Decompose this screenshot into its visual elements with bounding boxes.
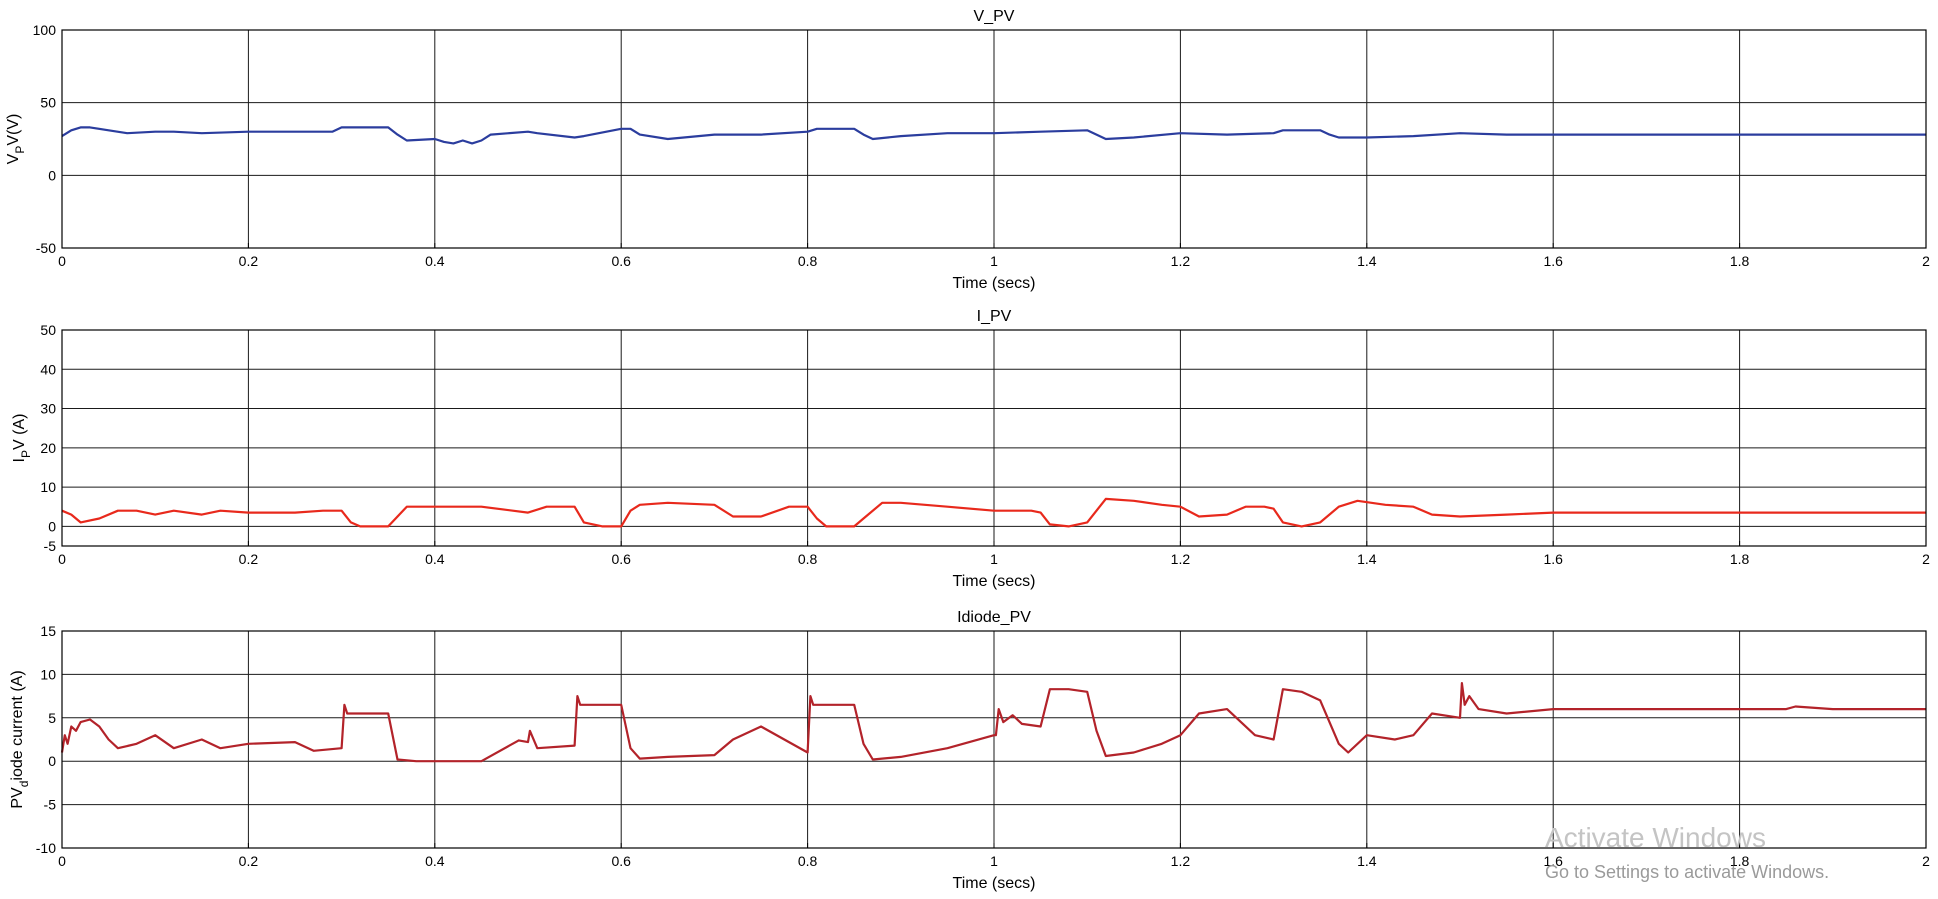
- y-tick-label: -10: [36, 840, 56, 856]
- y-tick-label: 20: [40, 440, 56, 456]
- x-tick-label: 0.8: [798, 253, 818, 269]
- x-tick-label: 0.4: [425, 253, 445, 269]
- y-tick-label: 30: [40, 401, 56, 417]
- x-tick-label: 1.2: [1171, 551, 1191, 567]
- x-tick-label: 1.2: [1171, 853, 1191, 869]
- y-tick-label: 40: [40, 361, 56, 377]
- x-tick-label: 0.6: [611, 551, 631, 567]
- y-tick-label: -5: [44, 797, 57, 813]
- x-tick-label: 1.8: [1730, 253, 1750, 269]
- x-axis-label: Time (secs): [953, 875, 1036, 892]
- activate-windows-title: Activate Windows: [1545, 822, 1766, 853]
- x-tick-label: 1.6: [1543, 551, 1563, 567]
- x-tick-label: 0.2: [239, 551, 259, 567]
- x-tick-label: 1.2: [1171, 253, 1191, 269]
- y-axis-label: VPV(V): [5, 114, 27, 165]
- x-axis-label: Time (secs): [953, 573, 1036, 590]
- y-axis-label: IPV (A): [11, 414, 33, 463]
- y-tick-label: 10: [40, 479, 56, 495]
- x-tick-label: 1.4: [1357, 551, 1377, 567]
- x-tick-label: 1: [990, 253, 998, 269]
- x-tick-label: 0.8: [798, 853, 818, 869]
- x-tick-label: 0: [58, 853, 66, 869]
- x-tick-label: 0.4: [425, 853, 445, 869]
- x-tick-label: 0.2: [239, 253, 259, 269]
- y-tick-label: 50: [40, 95, 56, 111]
- y-tick-label: 0: [48, 753, 56, 769]
- series-line: [61, 126, 1926, 145]
- x-tick-label: 1.4: [1357, 853, 1377, 869]
- y-axis-label: PVdiode current (A): [9, 670, 31, 808]
- x-tick-label: 1: [990, 853, 998, 869]
- chart-panel-1: 0 0.2 0.4 0.6 0.8 1 1.2 1.4 1.6 1.8 2-50050100V_PV…: [5, 8, 1930, 292]
- y-tick-label: 0: [48, 167, 56, 183]
- x-tick-label: 0.8: [798, 551, 818, 567]
- x-tick-label: 1.8: [1730, 853, 1750, 869]
- y-tick-label: 0: [48, 518, 56, 534]
- x-axis-label: Time (secs): [953, 275, 1036, 292]
- x-tick-label: 1.6: [1543, 853, 1563, 869]
- x-tick-label: 0: [58, 253, 66, 269]
- x-tick-label: 0.6: [611, 253, 631, 269]
- x-tick-label: 0.6: [611, 853, 631, 869]
- series-line: [61, 497, 1926, 528]
- x-tick-label: 0.2: [239, 853, 259, 869]
- chart-panel-3: 0 0.2 0.4 0.6 0.8 1 1.2 1.4 1.6 1.8 2 -10 -5 0 5 10 15 Id…: [9, 609, 1930, 892]
- y-tick-label: 15: [40, 623, 56, 639]
- x-tick-label: 0: [58, 551, 66, 567]
- x-tick-label: 0.4: [425, 551, 445, 567]
- chart-panel-2: 0 0.2 0.4 0.6 0.8 1 1.2 1.4 1.6 1.8 201020304050-5…: [11, 308, 1930, 590]
- x-tick-label: 1.6: [1543, 253, 1563, 269]
- chart-title: Idiode_PV: [957, 609, 1031, 626]
- series-line: [60, 682, 1926, 763]
- x-tick-label: 2: [1922, 853, 1930, 869]
- y-tick-label: 5: [48, 710, 56, 726]
- y-tick-label: 100: [33, 22, 57, 38]
- x-tick-label: 2: [1922, 551, 1930, 567]
- x-tick-label: 1: [990, 551, 998, 567]
- x-tick-label: 2: [1922, 253, 1930, 269]
- y-tick-label: -50: [36, 240, 56, 256]
- chart-title: I_PV: [977, 308, 1012, 325]
- x-tick-label: 1.8: [1730, 551, 1750, 567]
- activate-windows-subtitle: Go to Settings to activate Windows.: [1545, 862, 1830, 882]
- y-tick-label: 10: [40, 666, 56, 682]
- x-tick-label: 1.4: [1357, 253, 1377, 269]
- y-tick-label: 50: [40, 322, 56, 338]
- chart-title: V_PV: [974, 8, 1015, 25]
- y-tick-label: -5: [44, 538, 57, 554]
